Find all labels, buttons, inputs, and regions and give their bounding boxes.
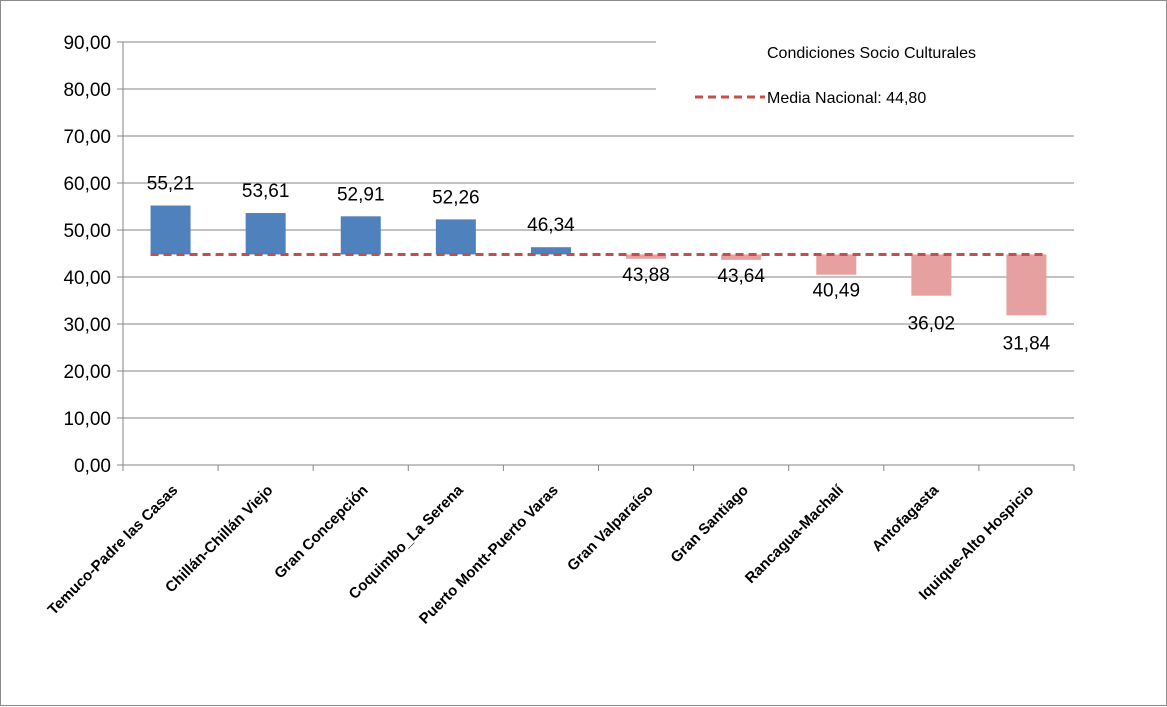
legend-entry-media-nacional: Media Nacional: 44,80 bbox=[767, 90, 926, 107]
y-tick-labels: 0,00 10,00 20,00 30,00 40,00 50,00 60,00 70,00 8… bbox=[63, 33, 111, 477]
legend: Condiciones Socio Culturales Media Nacio… bbox=[695, 45, 976, 107]
bar bbox=[435, 219, 476, 255]
data-label: 46,34 bbox=[527, 215, 575, 236]
category-label: Rancagua-Machalí bbox=[742, 481, 848, 587]
category-label: Chillán-Chillán Viejo bbox=[162, 482, 276, 596]
y-tick-label: 80,00 bbox=[63, 80, 111, 101]
y-tick-label: 40,00 bbox=[63, 268, 111, 289]
bar bbox=[1006, 254, 1047, 316]
category-label: Temuco-Padre las Casas bbox=[45, 482, 182, 619]
bar bbox=[530, 247, 571, 255]
category-label: Gran Valparaíso bbox=[564, 482, 657, 575]
axes bbox=[117, 41, 1075, 471]
y-tick-label: 70,00 bbox=[63, 127, 111, 148]
data-label: 43,88 bbox=[622, 265, 670, 286]
data-label: 43,64 bbox=[717, 266, 765, 287]
category-label: Gran Concepción bbox=[271, 482, 371, 582]
legend-entry-series: Condiciones Socio Culturales bbox=[767, 45, 976, 62]
y-tick-label: 90,00 bbox=[63, 33, 111, 54]
y-tick-label: 0,00 bbox=[74, 456, 111, 477]
data-label: 53,61 bbox=[242, 181, 290, 202]
bar bbox=[911, 254, 952, 296]
bar bbox=[340, 216, 381, 255]
y-tick-label: 60,00 bbox=[63, 174, 111, 195]
data-label: 55,21 bbox=[147, 174, 195, 195]
bar bbox=[626, 254, 667, 259]
data-label: 31,84 bbox=[1003, 333, 1051, 354]
bar bbox=[816, 254, 857, 275]
data-label: 52,26 bbox=[432, 187, 480, 208]
category-label: Gran Santiago bbox=[667, 482, 752, 567]
data-label: 40,49 bbox=[812, 281, 860, 302]
y-tick-label: 30,00 bbox=[63, 315, 111, 336]
y-tick-label: 50,00 bbox=[63, 221, 111, 242]
data-label: 36,02 bbox=[908, 314, 956, 335]
bar bbox=[721, 254, 762, 260]
category-label: Antofagasta bbox=[869, 481, 943, 555]
bar bbox=[245, 213, 286, 255]
bar bbox=[150, 205, 191, 255]
bars bbox=[150, 205, 1047, 316]
y-tick-label: 20,00 bbox=[63, 362, 111, 383]
data-labels: 55,21 53,61 52,91 52,26 46,34 43,88 43,64 40,49… bbox=[147, 174, 1051, 355]
data-label: 52,91 bbox=[337, 184, 385, 205]
y-tick-label: 10,00 bbox=[63, 409, 111, 430]
